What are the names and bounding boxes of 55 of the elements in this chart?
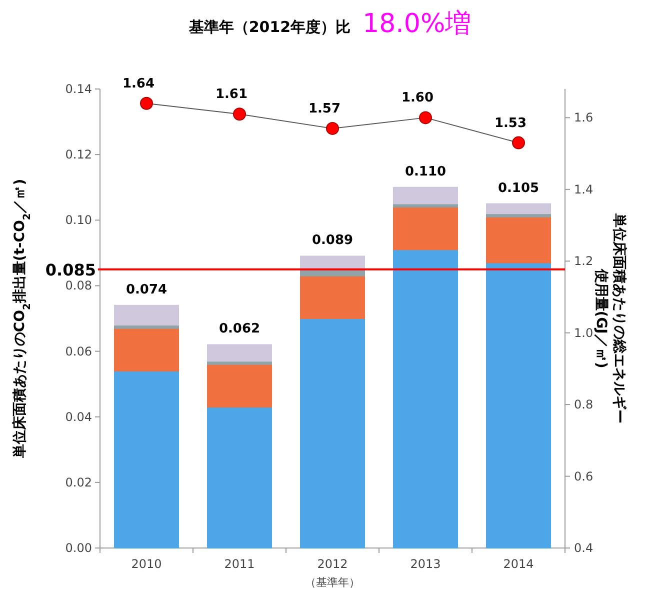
y2-tick-label: 0.4 — [574, 541, 594, 555]
y-tick-label: 0.00 — [65, 541, 92, 555]
total-label: 0.110 — [404, 164, 446, 180]
data-label: 1.61 — [215, 87, 248, 102]
bar — [300, 318, 365, 548]
y2-tick-label: 1.4 — [574, 182, 594, 196]
y2-axis-title: 単位床面積あたりの総エネルギー使用量(GJ／㎡) — [593, 212, 628, 424]
y-tick-label: 0.08 — [65, 278, 92, 293]
point — [140, 96, 153, 110]
bar — [207, 344, 272, 362]
total-label: 0.089 — [312, 233, 354, 248]
x-tick-label: 2011 — [224, 557, 255, 571]
y-tick-label: 0.10 — [65, 213, 92, 228]
data-label: 1.57 — [308, 101, 341, 116]
bar — [300, 256, 365, 270]
ref-line-label: 0.085 — [45, 260, 96, 280]
total-label: 0.062 — [218, 322, 260, 337]
bar — [486, 203, 551, 214]
bar — [393, 249, 458, 548]
bar — [300, 275, 365, 319]
bar — [207, 406, 272, 548]
y-tick-label: 0.14 — [65, 82, 92, 96]
data-label: 1.64 — [122, 76, 155, 92]
chart-title: 基準年（2012年度）比 — [188, 18, 351, 36]
x-tick-label: 2014 — [503, 557, 534, 571]
y2-tick-label: 0.8 — [574, 398, 594, 412]
bar — [486, 216, 551, 264]
point — [512, 136, 525, 150]
bar — [393, 186, 458, 204]
point — [326, 122, 339, 135]
bar — [393, 206, 458, 250]
y-tick-label: 0.02 — [65, 475, 92, 490]
y-tick-label: 0.06 — [65, 344, 92, 358]
point — [233, 108, 246, 121]
bar — [114, 328, 179, 372]
y2-tick-label: 1.6 — [574, 110, 594, 125]
total-label: 0.074 — [126, 282, 168, 298]
x-tick-label: 2010 — [131, 557, 162, 571]
point — [419, 111, 432, 124]
y2-tick-label: 0.6 — [574, 469, 594, 484]
bar — [114, 304, 179, 326]
y2-tick-label: 1.0 — [574, 326, 594, 340]
x-tick-label: 2013 — [410, 557, 441, 571]
bar — [114, 370, 179, 548]
total-label: 0.105 — [498, 180, 540, 196]
y-tick-label: 0.12 — [65, 148, 92, 162]
y2-tick-label: 1.2 — [574, 254, 594, 268]
data-label: 1.60 — [401, 90, 434, 106]
chart-subtitle: 18.0%増 — [362, 9, 472, 39]
bar — [486, 262, 551, 548]
y-tick-label: 0.04 — [65, 410, 92, 424]
x-tick-label: 2012 — [317, 557, 348, 571]
bar — [207, 364, 272, 408]
text: （基準年） — [305, 576, 360, 589]
data-label: 1.53 — [494, 116, 527, 131]
